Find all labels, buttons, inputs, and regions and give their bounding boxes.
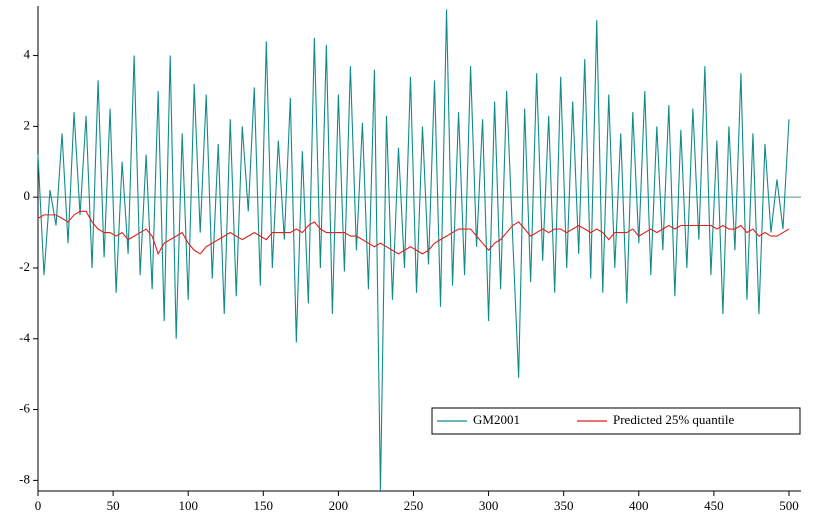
- x-tick-label: 50: [107, 498, 120, 513]
- legend: GM2001 Predicted 25% quantile: [431, 407, 801, 435]
- x-tick-label: 0: [35, 498, 42, 513]
- y-tick-label: -6: [19, 401, 30, 416]
- legend-box: [431, 407, 801, 435]
- x-tick-label: 500: [779, 498, 799, 513]
- y-tick-label: 4: [24, 47, 31, 62]
- series-line: [37, 9, 790, 492]
- x-tick-label: 450: [704, 498, 724, 513]
- y-tick-label: 2: [24, 117, 31, 132]
- x-tick-label: 100: [178, 498, 198, 513]
- x-tick-label: 300: [479, 498, 499, 513]
- legend-label: Predicted 25% quantile: [613, 412, 735, 427]
- y-tick-label: -2: [19, 259, 30, 274]
- y-tick-label: 0: [24, 188, 31, 203]
- x-tick-label: 200: [329, 498, 349, 513]
- x-tick-label: 350: [554, 498, 574, 513]
- x-tick-label: 250: [404, 498, 424, 513]
- y-tick-label: -4: [19, 330, 30, 345]
- legend-label: GM2001: [473, 412, 520, 427]
- series-line: [37, 210, 790, 256]
- y-tick-label: -8: [19, 471, 30, 486]
- x-tick-label: 400: [629, 498, 649, 513]
- x-tick-label: 150: [254, 498, 274, 513]
